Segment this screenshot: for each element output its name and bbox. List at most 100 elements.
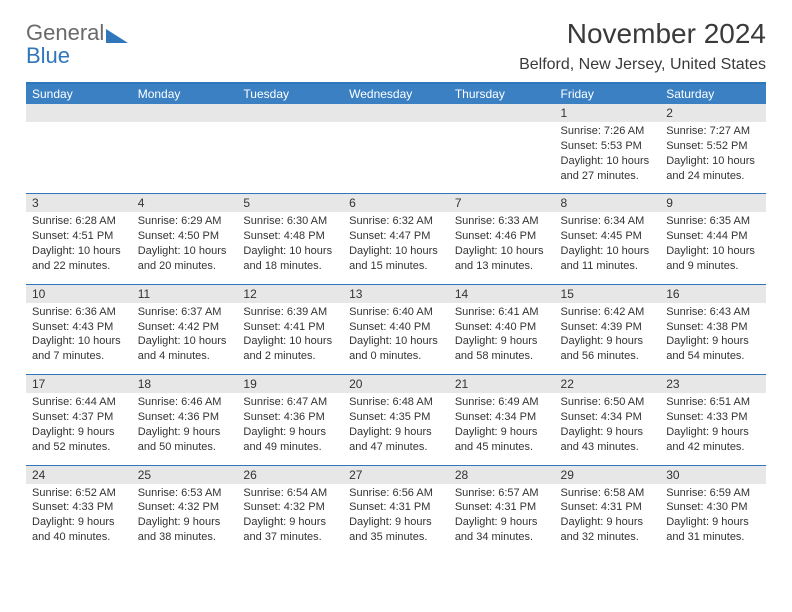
sunrise-text: Sunrise: 6:35 AM (666, 214, 760, 229)
day-number: 10 (26, 285, 132, 303)
day-data: Sunrise: 6:30 AMSunset: 4:48 PMDaylight:… (237, 212, 343, 283)
daylight-text: Daylight: 10 hours and 22 minutes. (32, 244, 126, 274)
day-number: 29 (555, 466, 661, 484)
sunrise-text: Sunrise: 6:34 AM (561, 214, 655, 229)
daylight-text: Daylight: 9 hours and 32 minutes. (561, 515, 655, 545)
daylight-text: Daylight: 10 hours and 13 minutes. (455, 244, 549, 274)
calendar-day-cell: 20Sunrise: 6:48 AMSunset: 4:35 PMDayligh… (343, 375, 449, 465)
sunrise-text: Sunrise: 6:36 AM (32, 305, 126, 320)
day-data: Sunrise: 6:46 AMSunset: 4:36 PMDaylight:… (132, 393, 238, 464)
day-data (449, 122, 555, 184)
sunrise-text: Sunrise: 7:27 AM (666, 124, 760, 139)
day-data: Sunrise: 6:34 AMSunset: 4:45 PMDaylight:… (555, 212, 661, 283)
day-number: 15 (555, 285, 661, 303)
calendar-day-cell: 13Sunrise: 6:40 AMSunset: 4:40 PMDayligh… (343, 284, 449, 374)
header: General Blue November 2024 Belford, New … (26, 18, 766, 74)
logo-text-blue: Blue (26, 43, 70, 68)
day-data: Sunrise: 6:47 AMSunset: 4:36 PMDaylight:… (237, 393, 343, 464)
sunrise-text: Sunrise: 6:28 AM (32, 214, 126, 229)
sunset-text: Sunset: 4:44 PM (666, 229, 760, 244)
sunset-text: Sunset: 4:30 PM (666, 500, 760, 515)
day-data (343, 122, 449, 184)
sunrise-text: Sunrise: 6:54 AM (243, 486, 337, 501)
day-number: 8 (555, 194, 661, 212)
daylight-text: Daylight: 9 hours and 31 minutes. (666, 515, 760, 545)
day-number: 2 (660, 104, 766, 122)
day-number: 14 (449, 285, 555, 303)
logo: General Blue (26, 22, 128, 68)
sunrise-text: Sunrise: 6:40 AM (349, 305, 443, 320)
day-data: Sunrise: 6:29 AMSunset: 4:50 PMDaylight:… (132, 212, 238, 283)
day-number (26, 104, 132, 122)
daylight-text: Daylight: 9 hours and 50 minutes. (138, 425, 232, 455)
sunset-text: Sunset: 4:34 PM (561, 410, 655, 425)
day-number: 11 (132, 285, 238, 303)
day-number: 25 (132, 466, 238, 484)
daylight-text: Daylight: 10 hours and 7 minutes. (32, 334, 126, 364)
daylight-text: Daylight: 10 hours and 4 minutes. (138, 334, 232, 364)
day-number: 13 (343, 285, 449, 303)
sunrise-text: Sunrise: 6:57 AM (455, 486, 549, 501)
daylight-text: Daylight: 10 hours and 27 minutes. (561, 154, 655, 184)
daylight-text: Daylight: 9 hours and 58 minutes. (455, 334, 549, 364)
calendar-week-row: 3Sunrise: 6:28 AMSunset: 4:51 PMDaylight… (26, 194, 766, 284)
day-number: 17 (26, 375, 132, 393)
daylight-text: Daylight: 9 hours and 43 minutes. (561, 425, 655, 455)
sunrise-text: Sunrise: 6:59 AM (666, 486, 760, 501)
calendar-page: General Blue November 2024 Belford, New … (0, 0, 792, 555)
day-data: Sunrise: 6:32 AMSunset: 4:47 PMDaylight:… (343, 212, 449, 283)
day-data: Sunrise: 6:48 AMSunset: 4:35 PMDaylight:… (343, 393, 449, 464)
day-data: Sunrise: 6:58 AMSunset: 4:31 PMDaylight:… (555, 484, 661, 555)
sunrise-text: Sunrise: 6:39 AM (243, 305, 337, 320)
day-data: Sunrise: 6:41 AMSunset: 4:40 PMDaylight:… (449, 303, 555, 374)
day-number: 23 (660, 375, 766, 393)
sunrise-text: Sunrise: 6:30 AM (243, 214, 337, 229)
calendar-week-row: 17Sunrise: 6:44 AMSunset: 4:37 PMDayligh… (26, 375, 766, 465)
calendar-day-cell (449, 104, 555, 194)
calendar-day-cell: 28Sunrise: 6:57 AMSunset: 4:31 PMDayligh… (449, 465, 555, 555)
sunrise-text: Sunrise: 7:26 AM (561, 124, 655, 139)
sunset-text: Sunset: 4:33 PM (666, 410, 760, 425)
day-data: Sunrise: 6:56 AMSunset: 4:31 PMDaylight:… (343, 484, 449, 555)
title-block: November 2024 Belford, New Jersey, Unite… (519, 18, 766, 74)
sunset-text: Sunset: 5:53 PM (561, 139, 655, 154)
daylight-text: Daylight: 9 hours and 52 minutes. (32, 425, 126, 455)
logo-text-gray: General (26, 20, 104, 45)
day-number: 18 (132, 375, 238, 393)
sunrise-text: Sunrise: 6:49 AM (455, 395, 549, 410)
day-data (26, 122, 132, 184)
weekday-header: Thursday (449, 84, 555, 104)
logo-triangle-icon (106, 29, 128, 43)
sunset-text: Sunset: 4:40 PM (349, 320, 443, 335)
day-number: 6 (343, 194, 449, 212)
day-data: Sunrise: 6:51 AMSunset: 4:33 PMDaylight:… (660, 393, 766, 464)
sunset-text: Sunset: 4:41 PM (243, 320, 337, 335)
calendar-day-cell: 16Sunrise: 6:43 AMSunset: 4:38 PMDayligh… (660, 284, 766, 374)
day-number: 9 (660, 194, 766, 212)
daylight-text: Daylight: 9 hours and 35 minutes. (349, 515, 443, 545)
sunrise-text: Sunrise: 6:43 AM (666, 305, 760, 320)
calendar-day-cell: 22Sunrise: 6:50 AMSunset: 4:34 PMDayligh… (555, 375, 661, 465)
sunset-text: Sunset: 4:39 PM (561, 320, 655, 335)
calendar-day-cell: 21Sunrise: 6:49 AMSunset: 4:34 PMDayligh… (449, 375, 555, 465)
daylight-text: Daylight: 9 hours and 49 minutes. (243, 425, 337, 455)
day-number: 7 (449, 194, 555, 212)
calendar-day-cell: 6Sunrise: 6:32 AMSunset: 4:47 PMDaylight… (343, 194, 449, 284)
day-data: Sunrise: 6:40 AMSunset: 4:40 PMDaylight:… (343, 303, 449, 374)
sunrise-text: Sunrise: 6:51 AM (666, 395, 760, 410)
sunset-text: Sunset: 4:31 PM (455, 500, 549, 515)
sunrise-text: Sunrise: 6:37 AM (138, 305, 232, 320)
daylight-text: Daylight: 10 hours and 9 minutes. (666, 244, 760, 274)
daylight-text: Daylight: 9 hours and 38 minutes. (138, 515, 232, 545)
calendar-day-cell: 12Sunrise: 6:39 AMSunset: 4:41 PMDayligh… (237, 284, 343, 374)
sunrise-text: Sunrise: 6:46 AM (138, 395, 232, 410)
sunrise-text: Sunrise: 6:33 AM (455, 214, 549, 229)
daylight-text: Daylight: 10 hours and 20 minutes. (138, 244, 232, 274)
day-number: 4 (132, 194, 238, 212)
calendar-day-cell: 4Sunrise: 6:29 AMSunset: 4:50 PMDaylight… (132, 194, 238, 284)
day-data: Sunrise: 6:53 AMSunset: 4:32 PMDaylight:… (132, 484, 238, 555)
day-data: Sunrise: 6:50 AMSunset: 4:34 PMDaylight:… (555, 393, 661, 464)
calendar-day-cell: 5Sunrise: 6:30 AMSunset: 4:48 PMDaylight… (237, 194, 343, 284)
day-number: 1 (555, 104, 661, 122)
day-data: Sunrise: 6:44 AMSunset: 4:37 PMDaylight:… (26, 393, 132, 464)
